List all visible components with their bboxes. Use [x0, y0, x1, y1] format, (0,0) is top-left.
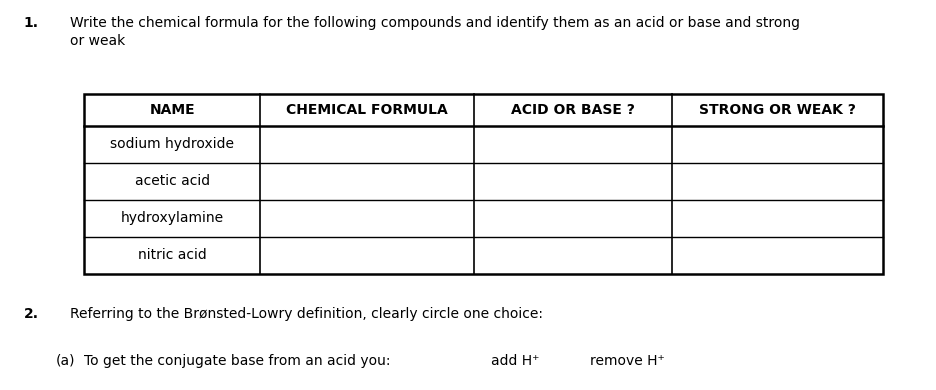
Text: 2.: 2.: [23, 307, 38, 321]
Text: acetic acid: acetic acid: [135, 174, 210, 188]
Text: 1.: 1.: [23, 16, 38, 30]
Text: Write the chemical formula for the following compounds and identify them as an a: Write the chemical formula for the follo…: [70, 16, 800, 48]
Text: add H⁺: add H⁺: [491, 354, 540, 368]
Text: NAME: NAME: [150, 103, 195, 117]
Text: Referring to the Brønsted-Lowry definition, clearly circle one choice:: Referring to the Brønsted-Lowry definiti…: [70, 307, 543, 321]
Text: remove H⁺: remove H⁺: [590, 354, 665, 368]
Text: ACID OR BASE ?: ACID OR BASE ?: [511, 103, 635, 117]
Text: (a): (a): [56, 354, 76, 368]
Text: nitric acid: nitric acid: [138, 248, 207, 262]
Text: To get the conjugate base from an acid you:: To get the conjugate base from an acid y…: [84, 354, 390, 368]
Text: CHEMICAL FORMULA: CHEMICAL FORMULA: [286, 103, 447, 117]
Text: STRONG OR WEAK ?: STRONG OR WEAK ?: [699, 103, 856, 117]
Text: hydroxylamine: hydroxylamine: [121, 211, 224, 225]
Bar: [84, 94, 883, 274]
Text: sodium hydroxide: sodium hydroxide: [110, 137, 234, 151]
